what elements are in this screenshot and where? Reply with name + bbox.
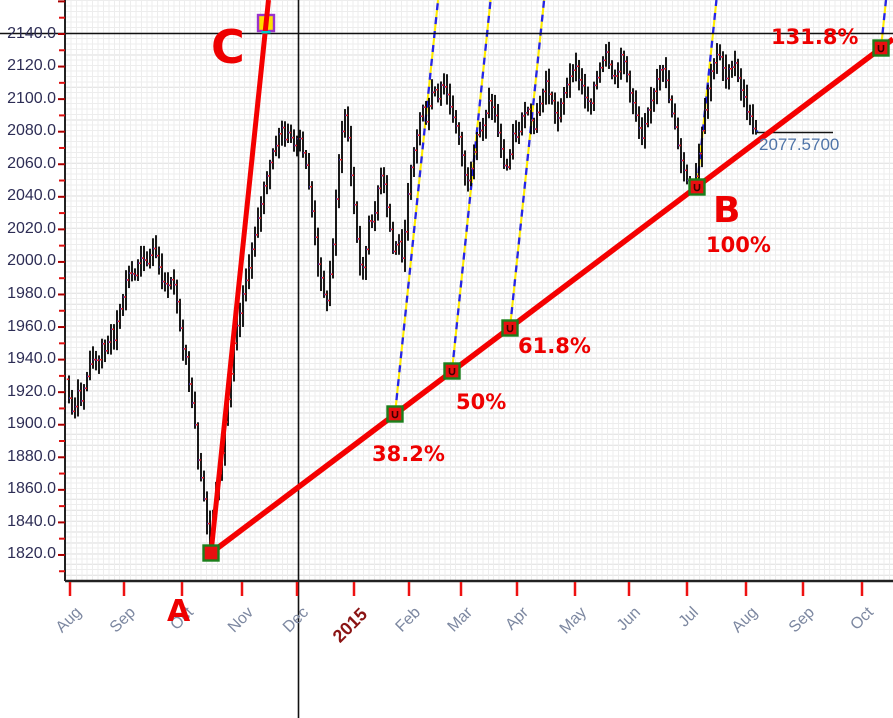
y-axis-label: 1960.0: [7, 317, 56, 335]
y-axis-label: 2120.0: [7, 57, 56, 75]
y-axis-label: 2140.0: [7, 24, 56, 42]
x-axis-month-label: Jun: [613, 604, 645, 635]
x-axis-month-label: Jul: [675, 604, 703, 631]
y-axis-label: 1980.0: [7, 284, 56, 302]
x-axis-month-label: Oct: [167, 604, 198, 634]
x-axis-month-label: Aug: [52, 604, 86, 637]
x-axis-month-label: Mar: [444, 604, 477, 636]
y-axis-label: 1840.0: [7, 512, 56, 530]
point-a-label: A: [167, 594, 191, 629]
x-axis-month-label: Oct: [847, 604, 878, 634]
x-axis-year-label: 2015: [328, 604, 372, 647]
y-axis-label: 1940.0: [7, 350, 56, 368]
y-axis-label: 1880.0: [7, 447, 56, 465]
y-axis-label: 1900.0: [7, 415, 56, 433]
y-axis-label: 2000.0: [7, 252, 56, 270]
y-axis-label: 1920.0: [7, 382, 56, 400]
x-axis-month-label: Sep: [106, 604, 140, 637]
x-axis-month-label: Apr: [502, 604, 533, 634]
y-axis-label: 2100.0: [7, 89, 56, 107]
y-axis-label: 2020.0: [7, 219, 56, 237]
y-axis-label: 1860.0: [7, 480, 56, 498]
x-axis-month-label: Sep: [785, 604, 819, 637]
x-axis-month-label: Aug: [728, 604, 762, 637]
y-axis-label: 1820.0: [7, 545, 56, 563]
x-axis-month-label: Feb: [392, 604, 425, 636]
y-axis-label: 2080.0: [7, 122, 56, 140]
x-axis-month-label: Nov: [224, 604, 258, 637]
y-axis-label: 2040.0: [7, 187, 56, 205]
y-axis-label: 2060.0: [7, 154, 56, 172]
plot-area[interactable]: [65, 0, 893, 581]
x-axis-month-label: May: [556, 604, 591, 638]
x-axis-month-label: Dec: [279, 604, 313, 637]
